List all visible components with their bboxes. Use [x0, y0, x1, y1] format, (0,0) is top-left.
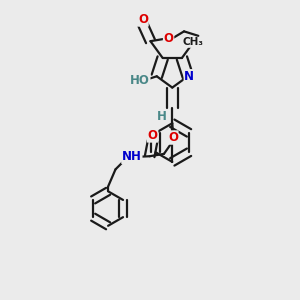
Text: O: O [148, 129, 158, 142]
Text: HO: HO [130, 74, 150, 87]
Text: NH: NH [122, 150, 142, 163]
Text: O: O [138, 13, 148, 26]
Text: O: O [168, 131, 178, 144]
Text: N: N [184, 70, 194, 83]
Text: CH₃: CH₃ [183, 38, 204, 47]
Text: O: O [164, 32, 174, 45]
Text: H: H [157, 110, 167, 123]
